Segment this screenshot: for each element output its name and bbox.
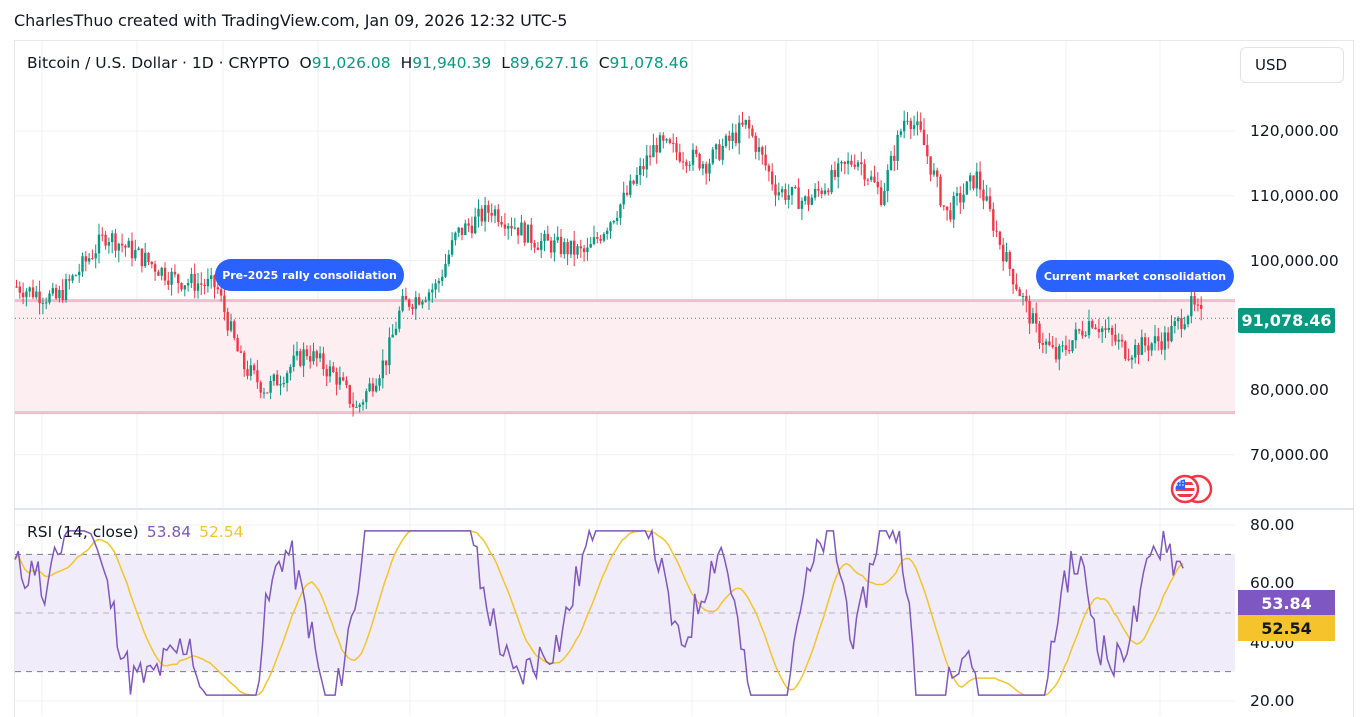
price-tick-70000: 70,000.00 xyxy=(1250,446,1329,464)
chart-watermark: CharlesThuo created with TradingView.com… xyxy=(14,11,568,30)
low-value: 89,627.16 xyxy=(509,54,589,72)
symbol-title[interactable]: Bitcoin / U.S. Dollar · 1D · CRYPTO xyxy=(27,54,290,72)
chart-frame xyxy=(14,40,1354,717)
open-value: 91,026.08 xyxy=(311,54,391,72)
annotation-current-consolidation[interactable]: Current market consolidation xyxy=(1036,260,1234,292)
rsi-value: 53.84 xyxy=(146,523,192,541)
rsi-ma-value-tag: 52.54 xyxy=(1238,615,1335,641)
pane-divider[interactable] xyxy=(14,508,1353,510)
price-tick-100000: 100,000.00 xyxy=(1250,252,1339,270)
rsi-tick-60: 60.00 xyxy=(1250,574,1295,592)
high-label: H xyxy=(400,54,413,72)
rsi-legend: RSI (14, close) 53.84 52.54 xyxy=(27,523,243,541)
close-value: 91,078.46 xyxy=(609,54,689,72)
price-tick-110000: 110,000.00 xyxy=(1250,187,1339,205)
high-value: 91,940.39 xyxy=(412,54,492,72)
symbol-legend: Bitcoin / U.S. Dollar · 1D · CRYPTO O 91,… xyxy=(27,54,698,72)
open-label: O xyxy=(299,54,312,72)
current-price-tag: 91,078.46 xyxy=(1238,308,1335,333)
price-tick-120000: 120,000.00 xyxy=(1250,122,1339,140)
annotation-pre-2025-consolidation[interactable]: Pre-2025 rally consolidation xyxy=(215,259,404,291)
rsi-tick-20: 20.00 xyxy=(1250,692,1295,710)
low-label: L xyxy=(501,54,510,72)
close-label: C xyxy=(598,54,610,72)
rsi-tick-80: 80.00 xyxy=(1250,516,1295,534)
currency-button[interactable]: USD xyxy=(1240,47,1344,83)
price-tick-80000: 80,000.00 xyxy=(1250,381,1329,399)
us-flag-events-icon[interactable] xyxy=(1168,474,1214,504)
rsi-title[interactable]: RSI (14, close) xyxy=(27,523,139,541)
rsi-ma-value: 52.54 xyxy=(199,523,244,541)
rsi-value-tag: 53.84 xyxy=(1238,590,1335,616)
